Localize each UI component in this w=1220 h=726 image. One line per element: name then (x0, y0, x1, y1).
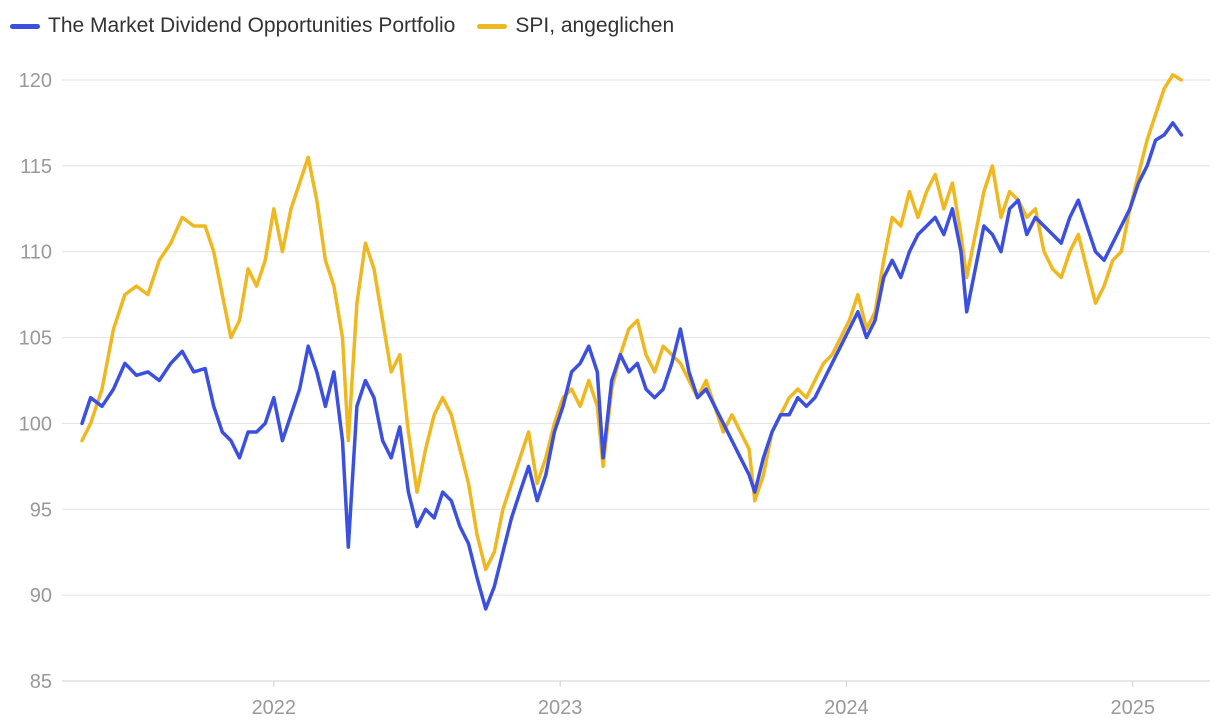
x-tick-label: 2024 (824, 697, 869, 719)
legend-label-spi: SPI, angeglichen (515, 14, 675, 37)
legend-swatch-spi (477, 23, 508, 29)
y-tick-label: 100 (19, 413, 52, 435)
y-axis: 85 90 95 100 105 110 115 120 (19, 70, 52, 693)
y-tick-label: 120 (19, 70, 52, 92)
y-tick-label: 115 (20, 156, 52, 178)
y-tick-label: 105 (19, 328, 52, 350)
legend-item-spi[interactable]: SPI, angeglichen (477, 14, 674, 38)
y-tick-label: 110 (20, 242, 52, 264)
legend-swatch-portfolio (10, 23, 40, 29)
series-line-spi[interactable] (80, 73, 1184, 572)
legend-item-portfolio[interactable]: The Market Dividend Opportunities Portfo… (10, 14, 455, 38)
y-tick-label: 95 (30, 499, 52, 521)
series (80, 73, 1184, 611)
x-tick-label: 2022 (252, 697, 297, 719)
y-tick-label: 90 (30, 585, 52, 607)
legend-label-portfolio: The Market Dividend Opportunities Portfo… (48, 14, 456, 37)
x-tick-label: 2025 (1110, 697, 1155, 719)
x-tick-label: 2023 (538, 697, 583, 719)
x-axis: 2022 2023 2024 2025 (252, 681, 1155, 719)
grid (62, 79, 1210, 682)
legend: The Market Dividend Opportunities Portfo… (10, 14, 696, 38)
y-tick-label: 85 (30, 671, 52, 693)
series-line-portfolio[interactable] (80, 121, 1184, 611)
